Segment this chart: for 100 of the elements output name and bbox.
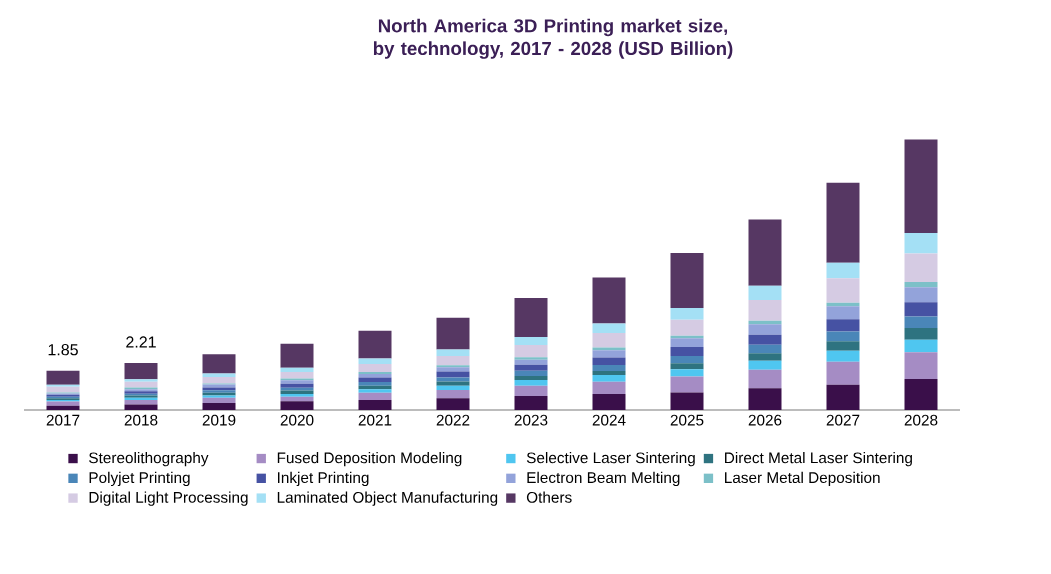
bar	[826, 361, 860, 385]
bar	[280, 401, 314, 410]
bar	[514, 297, 548, 337]
legend-label: Inkjet Printing	[278, 471, 369, 487]
bar	[592, 357, 626, 366]
bar	[436, 385, 470, 390]
legend-label: Others	[526, 491, 572, 503]
legend-label: Laser Metal Deposition	[725, 471, 880, 487]
bar	[436, 389, 470, 399]
bar	[592, 381, 626, 395]
bar	[436, 377, 470, 382]
bar	[904, 233, 938, 254]
bar	[514, 385, 548, 396]
x-tick-label: 2025	[670, 414, 704, 426]
bar	[748, 299, 782, 321]
bar	[670, 319, 704, 336]
bar	[826, 306, 860, 320]
x-tick-label: 2021	[358, 414, 392, 426]
bar	[904, 253, 938, 283]
x-tick-label: 2024	[592, 414, 626, 426]
bar	[358, 399, 392, 410]
x-tick-label: 2026	[748, 414, 782, 426]
legend-label: Laminated Object Manufacturing	[277, 491, 498, 506]
bar	[592, 277, 626, 324]
bar	[202, 354, 236, 374]
annotation: 2.21	[126, 336, 156, 348]
bar	[202, 402, 236, 410]
bar	[46, 405, 80, 410]
chart-title: North America 3D Printing market size, by technology, 2017 - 2028 (USD Billion)	[373, 18, 733, 59]
bar	[826, 182, 860, 263]
bar	[46, 370, 80, 385]
bar	[280, 343, 314, 368]
bar	[280, 387, 314, 391]
bar	[358, 392, 392, 400]
legend-label: Fused Deposition Modeling	[277, 451, 462, 467]
bar	[826, 341, 860, 351]
bar	[514, 359, 548, 365]
bar	[514, 345, 548, 358]
bar	[904, 302, 938, 317]
bar	[436, 317, 470, 350]
bar	[124, 381, 158, 388]
bar	[124, 362, 158, 380]
x-tick-label: 2028	[904, 414, 938, 426]
legend-label: Electron Beam Melting	[527, 471, 680, 487]
bar	[514, 375, 548, 380]
bar	[670, 338, 704, 347]
bar	[514, 336, 548, 346]
bar	[904, 282, 938, 288]
bar	[826, 331, 860, 342]
bar	[904, 352, 938, 379]
bar	[748, 369, 782, 389]
x-tick-label: 2027	[826, 414, 860, 426]
legend-label: Direct Metal Laser Sintering	[725, 451, 912, 467]
bar	[124, 399, 158, 405]
bar	[436, 398, 470, 410]
bar	[748, 388, 782, 410]
bar	[826, 384, 860, 410]
bar	[826, 262, 860, 279]
bar	[748, 285, 782, 300]
bar	[904, 378, 938, 410]
bar	[670, 253, 704, 308]
bar	[592, 394, 626, 410]
bar	[670, 346, 704, 356]
bar	[826, 319, 860, 332]
bar	[670, 392, 704, 410]
x-tick-label: 2020	[280, 414, 314, 426]
bar	[358, 374, 392, 378]
x-tick-label: 2022	[436, 414, 470, 426]
bar	[592, 332, 626, 348]
bar	[514, 357, 548, 360]
bar	[748, 219, 782, 286]
x-tick-label: 2018	[124, 414, 158, 426]
annotation: 1.85	[48, 344, 78, 356]
bar	[514, 364, 548, 371]
bar	[358, 382, 392, 386]
legend-label: Stereolithography	[89, 451, 209, 467]
bar	[358, 358, 392, 364]
bar	[670, 363, 704, 370]
bar	[748, 353, 782, 361]
legend-label: Digital Light Processing	[89, 491, 248, 506]
bar	[436, 349, 470, 356]
bar	[280, 383, 314, 388]
bar	[748, 344, 782, 354]
bar	[670, 355, 704, 364]
bar	[514, 379, 548, 386]
x-tick-label: 2017	[46, 414, 80, 426]
bar	[904, 339, 938, 353]
bar	[514, 395, 548, 410]
bar	[904, 139, 938, 234]
legend-label: Polyjet Printing	[89, 471, 190, 487]
bar	[202, 397, 236, 403]
bar	[436, 381, 470, 386]
bar	[904, 316, 938, 329]
bar	[592, 347, 626, 351]
bar	[592, 323, 626, 333]
bar	[280, 372, 314, 379]
bar	[358, 364, 392, 373]
bar	[592, 350, 626, 358]
bar	[904, 328, 938, 340]
bar	[592, 365, 626, 372]
